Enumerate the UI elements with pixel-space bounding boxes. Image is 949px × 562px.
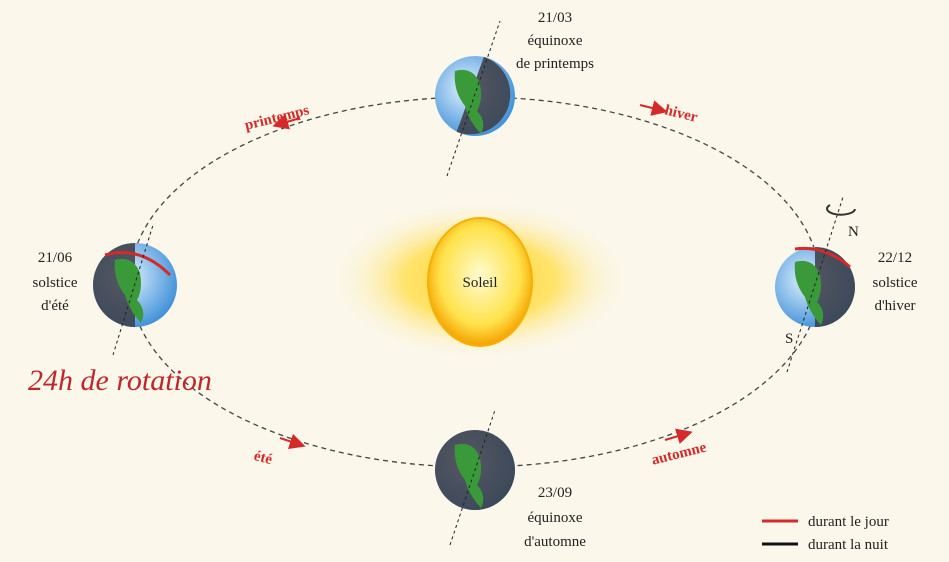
date: 21/06	[38, 250, 73, 266]
event: solstice	[873, 275, 918, 291]
pole-label: S	[785, 331, 793, 347]
legend-label: durant la nuit	[808, 537, 889, 553]
event: d'hiver	[874, 298, 915, 314]
season-label: printemps	[243, 102, 311, 133]
earth-top	[435, 21, 522, 176]
event: d'été	[41, 298, 69, 314]
legend-label: durant le jour	[808, 514, 889, 530]
earth-left	[93, 225, 177, 355]
season-label: automne	[650, 440, 708, 469]
diagram: Soleil N S 21/03 équinoxe de printemps 2…	[0, 0, 949, 562]
event: équinoxe	[528, 33, 583, 49]
label-left: 21/06 solstice d'été	[33, 250, 78, 314]
pole-label: N	[848, 224, 859, 240]
season-label: hiver	[663, 102, 700, 126]
earth-bottom	[435, 410, 515, 545]
event: équinoxe	[528, 510, 583, 526]
label-right: 22/12 solstice d'hiver	[873, 250, 918, 314]
date: 21/03	[538, 10, 572, 26]
label-top: 21/03 équinoxe de printemps	[516, 10, 594, 72]
arrow	[640, 105, 660, 110]
date: 22/12	[878, 250, 912, 266]
event: d'automne	[524, 534, 586, 550]
event: solstice	[33, 275, 78, 291]
sun-label: Soleil	[462, 275, 497, 291]
season-label: été	[252, 448, 274, 468]
label-bottom: 23/09 équinoxe d'automne	[524, 485, 586, 550]
annotation: 24h de rotation	[28, 364, 212, 397]
event: de printemps	[516, 56, 594, 72]
arrow	[280, 438, 298, 444]
date: 23/09	[538, 485, 572, 501]
